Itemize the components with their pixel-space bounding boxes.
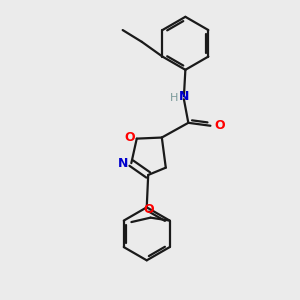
Text: N: N: [179, 90, 189, 103]
Text: H: H: [170, 93, 179, 103]
Text: O: O: [214, 119, 225, 132]
Text: O: O: [144, 203, 154, 216]
Text: N: N: [118, 157, 128, 169]
Text: O: O: [124, 131, 135, 144]
